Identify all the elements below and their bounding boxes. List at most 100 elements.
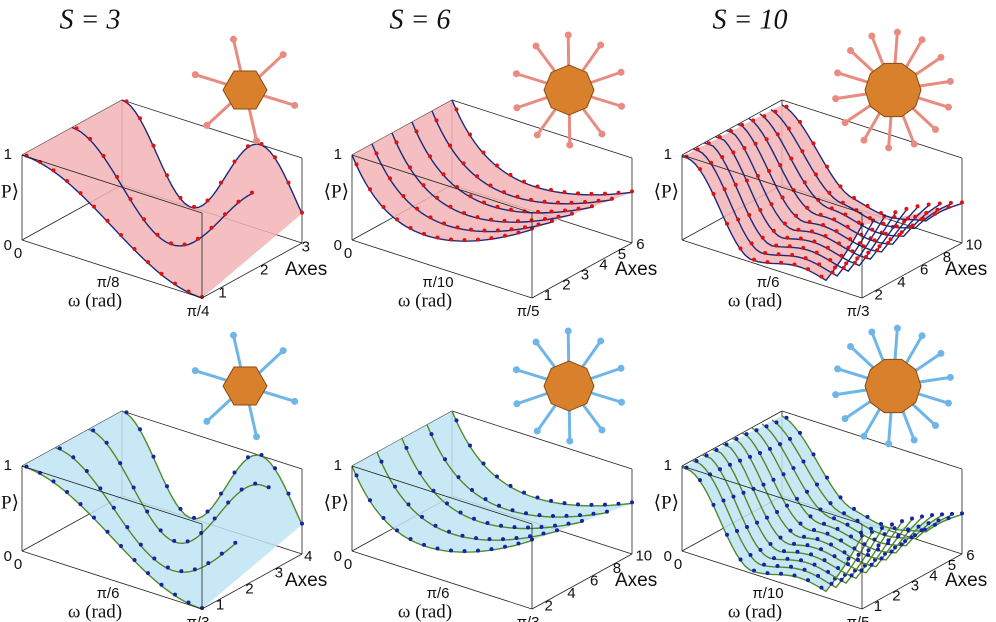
data-point: [472, 517, 476, 521]
data-point: [219, 181, 223, 185]
data-point: [382, 516, 386, 520]
data-point: [553, 524, 557, 528]
data-point: [815, 483, 819, 487]
data-point: [536, 210, 540, 214]
data-point: [781, 196, 785, 200]
data-point: [930, 513, 934, 517]
data-point: [523, 225, 527, 229]
data-point: [563, 208, 567, 212]
y-tick-label: 0: [334, 548, 342, 565]
data-point: [415, 207, 419, 211]
data-point: [557, 215, 561, 219]
data-point: [418, 471, 422, 475]
data-point: [395, 140, 399, 144]
data-point: [900, 542, 904, 546]
data-point: [825, 476, 829, 480]
data-point: [785, 236, 789, 240]
data-point: [696, 147, 700, 151]
data-point: [748, 455, 752, 459]
data-point: [196, 237, 200, 241]
data-point: [896, 535, 900, 539]
data-point: [705, 453, 709, 457]
data-point: [617, 502, 621, 506]
arrow-head: [203, 418, 210, 425]
data-point: [52, 168, 56, 172]
data-point: [434, 524, 438, 528]
data-point: [142, 217, 146, 221]
data-point: [880, 556, 884, 560]
polyhedron: [544, 361, 594, 411]
data-point: [792, 542, 796, 546]
data-point: [457, 475, 461, 479]
arrow-head: [565, 32, 572, 39]
data-point: [489, 218, 493, 222]
arrow-head: [868, 32, 875, 39]
data-point: [179, 569, 183, 573]
arrow-head: [618, 399, 625, 406]
data-point: [765, 424, 769, 428]
data-point: [947, 205, 951, 209]
data-point: [852, 196, 856, 200]
data-point: [738, 459, 742, 463]
data-point: [715, 448, 719, 452]
data-point: [789, 529, 793, 533]
arrow-head: [566, 437, 573, 444]
data-point: [470, 488, 474, 492]
arrow-head: [192, 71, 199, 78]
data-point: [468, 443, 472, 447]
axes-label: Axes: [945, 259, 987, 280]
data-point: [762, 114, 766, 118]
data-point: [828, 258, 832, 262]
surface: [22, 411, 302, 609]
data-point: [739, 557, 743, 561]
data-point: [718, 135, 722, 139]
data-point: [920, 217, 924, 221]
data-point: [774, 244, 778, 248]
data-point: [796, 228, 800, 232]
data-point: [468, 132, 472, 136]
data-point: [488, 537, 492, 541]
data-point: [125, 99, 129, 103]
axes-label: Axes: [285, 259, 327, 280]
data-point: [798, 120, 802, 124]
data-point: [803, 568, 807, 572]
data-point: [435, 118, 439, 122]
x-axis-label: ω (rad): [68, 601, 122, 622]
data-point: [179, 507, 183, 511]
data-point: [420, 515, 424, 519]
data-point: [476, 215, 480, 219]
arrow-head: [885, 144, 892, 151]
data-point: [517, 541, 521, 545]
data-point: [273, 466, 277, 470]
data-point: [830, 206, 834, 210]
data-point: [808, 220, 812, 224]
data-point: [133, 558, 137, 562]
arrow-head: [598, 427, 605, 434]
data-point: [125, 410, 129, 414]
data-point: [91, 428, 95, 432]
data-point: [495, 474, 499, 478]
panel: 1π/6π/3246810⟨P⟩ω (rad)Axes: [654, 29, 988, 320]
data-point: [806, 543, 810, 547]
data-point: [106, 219, 110, 223]
data-point: [192, 205, 196, 209]
data-point: [759, 548, 763, 552]
data-point: [455, 107, 459, 111]
data-point: [801, 246, 805, 250]
data-point: [758, 208, 762, 212]
data-point: [220, 552, 224, 556]
data-point: [563, 501, 567, 505]
data-point: [820, 275, 824, 279]
data-point: [422, 232, 426, 236]
data-point: [947, 516, 951, 520]
data-point: [837, 241, 841, 245]
y-axis-label: ⟨P⟩: [0, 182, 19, 203]
data-point: [213, 517, 217, 521]
data-point: [85, 469, 89, 473]
data-point: [146, 571, 150, 575]
data-point: [822, 522, 826, 526]
data-point: [937, 518, 941, 522]
data-point: [723, 187, 727, 191]
data-point: [867, 548, 871, 552]
data-point: [393, 485, 397, 489]
